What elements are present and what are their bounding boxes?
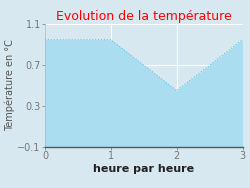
Y-axis label: Température en °C: Température en °C <box>4 40 15 131</box>
Title: Evolution de la température: Evolution de la température <box>56 10 232 23</box>
X-axis label: heure par heure: heure par heure <box>93 164 194 174</box>
